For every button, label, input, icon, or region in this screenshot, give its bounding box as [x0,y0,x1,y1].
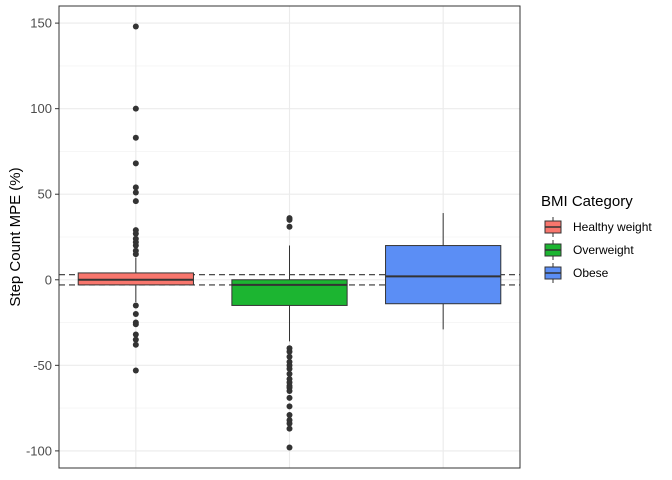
legend: BMI Category Healthy weight Overweight Obe… [541,193,652,283]
legend-keys: Healthy weight Overweight Obese [544,217,652,283]
y-tick-label: 50 [38,187,52,202]
outlier-point [132,302,139,309]
outlier-point [286,388,293,394]
outlier-point [132,23,139,30]
legend-title: BMI Category [541,193,633,210]
outlier-point [132,341,139,348]
outlier-point [286,348,293,355]
outlier-point [132,134,139,141]
outlier-point [286,411,293,418]
y-tick-label: -100 [26,443,52,458]
outlier-point [132,184,139,191]
outlier-point [286,425,293,432]
panel-border [58,5,521,469]
outlier-point [286,365,293,372]
legend-key-healthy-weight: Healthy weight [544,217,652,237]
outlier-point [132,242,139,249]
outlier-point [132,336,139,343]
boxplots [77,23,502,451]
outlier-point [132,160,139,167]
legend-key-obese: Obese [544,263,609,283]
outlier-point [132,311,139,317]
y-tick-label: 0 [45,272,52,287]
outlier-point [132,251,139,258]
outlier-point [286,370,293,377]
boxplot-obese [385,213,502,330]
legend-key-overweight: Overweight [544,240,634,260]
outlier-point [286,216,293,223]
outlier-point [132,230,139,237]
outlier-point [132,321,139,328]
y-axis-ticks: -100 -50 0 50 100 150 [26,16,59,458]
outlier-point [286,353,293,360]
y-tick-label: 100 [30,101,52,116]
outlier-point [132,189,139,196]
outlier-point [132,105,139,112]
outlier-point [286,444,293,451]
legend-label: Obese [573,266,609,280]
y-axis-title: Step Count MPE (%) [7,167,24,306]
outlier-point [286,394,293,401]
outlier-point [132,198,139,205]
legend-label: Healthy weight [573,220,652,234]
box-iqr [385,245,502,305]
boxplot-overweight [231,215,348,451]
boxplot-healthy-weight [77,23,194,374]
outlier-point [286,420,293,427]
outlier-point [132,367,139,374]
outlier-point [132,331,139,338]
y-tick-label: 150 [30,16,52,31]
outlier-point [286,223,293,230]
y-tick-label: -50 [33,358,52,373]
box-iqr [231,279,348,306]
outlier-point [286,403,293,410]
legend-label: Overweight [573,243,634,257]
